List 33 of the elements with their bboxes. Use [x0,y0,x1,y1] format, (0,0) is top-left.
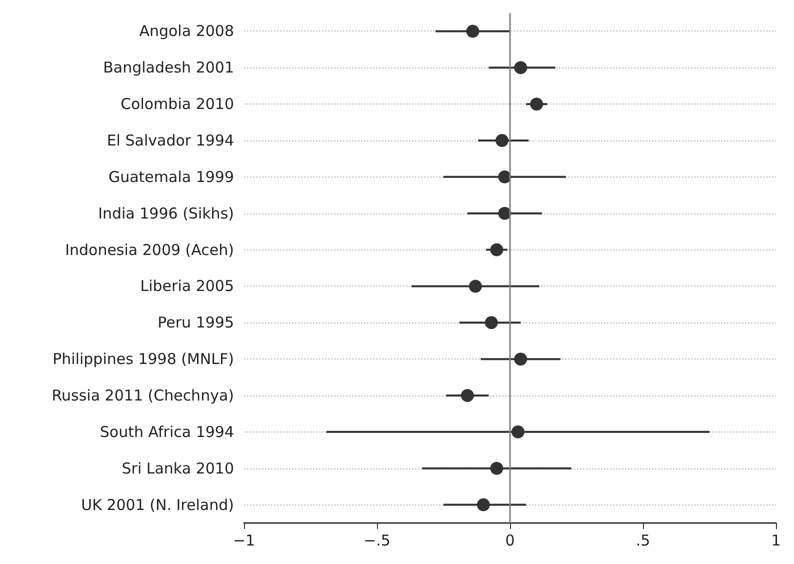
y-tick-label: Sri Lanka 2010 [122,459,234,478]
point [498,170,512,184]
point [514,352,528,366]
point [530,98,544,111]
y-tick-label: UK 2001 (N. Ireland) [81,496,234,514]
point [498,206,512,220]
y-tick-label: Liberia 2005 [140,277,234,296]
x-tick-label: 0 [505,532,515,550]
point [476,498,490,512]
point [490,243,504,256]
y-tick-label: Peru 1995 [158,314,234,332]
point [484,316,498,330]
point [490,462,504,475]
point [496,134,509,147]
y-tick-label: Philippines 1998 (MNLF) [52,350,234,368]
y-tick-label: Angola 2008 [139,22,234,40]
y-tick-label: Russia 2011 (Chechnya) [52,386,234,404]
y-tick-label: Bangladesh 2001 [103,58,234,77]
y-tick-label: Indonesia 2009 (Aceh) [65,240,234,259]
y-tick-label: India 1996 (Sikhs) [98,204,234,222]
x-tick-label: −.5 [364,532,390,550]
y-tick-label: El Salvador 1994 [106,132,234,150]
x-tick-label: .5 [636,532,650,550]
point [514,61,528,74]
x-tick-label: −1 [232,532,256,550]
y-tick-label: Guatemala 1999 [108,168,234,186]
point [460,389,474,402]
point [468,280,482,293]
y-tick-label: Colombia 2010 [120,95,234,114]
point [466,24,480,38]
y-tick-label: South Africa 1994 [100,422,234,441]
x-tick-label: 1 [771,532,781,550]
point [511,425,524,438]
